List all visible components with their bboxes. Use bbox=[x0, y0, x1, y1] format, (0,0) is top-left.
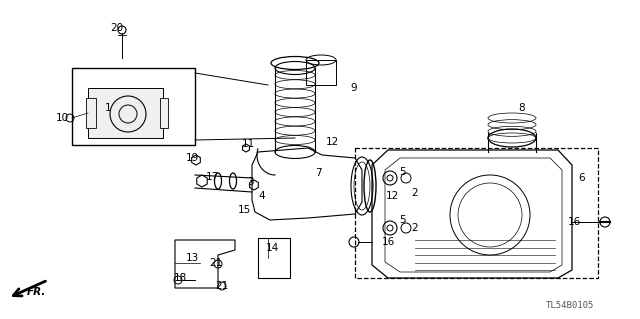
Text: 1: 1 bbox=[105, 103, 111, 113]
Text: 19: 19 bbox=[186, 153, 198, 163]
Text: 17: 17 bbox=[205, 172, 219, 182]
Text: 2: 2 bbox=[412, 188, 419, 198]
Text: 3: 3 bbox=[246, 177, 253, 187]
Bar bbox=[160, 98, 168, 128]
Text: 10: 10 bbox=[56, 113, 68, 123]
Text: 9: 9 bbox=[351, 83, 357, 93]
Text: 21: 21 bbox=[209, 258, 223, 268]
Text: 5: 5 bbox=[400, 215, 406, 225]
Text: TL54B0105: TL54B0105 bbox=[546, 301, 594, 310]
Text: 11: 11 bbox=[241, 139, 255, 149]
Bar bbox=[86, 98, 96, 128]
Text: 21: 21 bbox=[216, 281, 228, 291]
Text: 2: 2 bbox=[412, 223, 419, 233]
Text: 7: 7 bbox=[315, 168, 321, 178]
Text: 18: 18 bbox=[173, 273, 187, 283]
Bar bbox=[306, 60, 336, 85]
Text: FR.: FR. bbox=[26, 287, 45, 297]
Text: 12: 12 bbox=[325, 137, 339, 147]
Text: 15: 15 bbox=[237, 205, 251, 215]
Text: 13: 13 bbox=[186, 253, 198, 263]
Text: 4: 4 bbox=[259, 191, 266, 201]
Text: 14: 14 bbox=[266, 243, 278, 253]
Bar bbox=[72, 68, 195, 145]
Bar bbox=[258, 238, 290, 278]
Text: 16: 16 bbox=[381, 237, 395, 247]
Text: 5: 5 bbox=[400, 167, 406, 177]
Text: 12: 12 bbox=[385, 191, 399, 201]
Bar bbox=[88, 88, 163, 138]
Bar bbox=[355, 148, 598, 278]
Text: 16: 16 bbox=[568, 217, 580, 227]
Text: 20: 20 bbox=[111, 23, 124, 33]
Text: 8: 8 bbox=[518, 103, 525, 113]
Text: 6: 6 bbox=[579, 173, 586, 183]
